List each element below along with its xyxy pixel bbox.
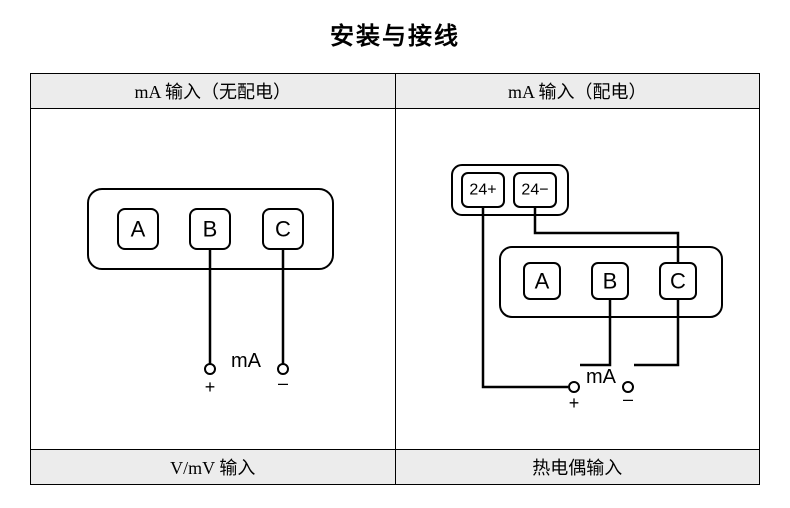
wiring-diagram-right: 24+ 24− A B CmA + –	[412, 129, 742, 429]
svg-text:+: +	[569, 393, 580, 413]
diagram-cell-right: 24+ 24− A B CmA + –	[395, 109, 760, 450]
svg-text:C: C	[275, 217, 291, 242]
diagram-right-wrap: 24+ 24− A B CmA + –	[396, 109, 760, 449]
footer-col1: V/mV 输入	[31, 450, 396, 485]
diagram-left-wrap: A B CmA + –	[31, 109, 395, 449]
wiring-table: mA 输入（无配电） mA 输入（配电） A B CmA + – 24+ 24− A B CmA…	[30, 73, 760, 485]
svg-text:24+: 24+	[470, 182, 497, 199]
footer-col2: 热电偶输入	[395, 450, 760, 485]
svg-text:C: C	[670, 269, 686, 294]
header-col1: mA 输入（无配电）	[31, 74, 396, 109]
svg-text:24−: 24−	[522, 182, 549, 199]
header-col2: mA 输入（配电）	[395, 74, 760, 109]
svg-text:B: B	[603, 269, 618, 294]
svg-text:–: –	[623, 389, 633, 409]
page: 安装与接线 mA 输入（无配电） mA 输入（配电） ABCmA+– 24+24…	[0, 0, 790, 508]
svg-text:–: –	[278, 373, 288, 393]
table-diagram-row: A B CmA + – 24+ 24− A B CmA + –	[31, 109, 760, 450]
svg-text:A: A	[535, 269, 550, 294]
svg-text:mA: mA	[231, 350, 262, 372]
svg-text:mA: mA	[586, 366, 617, 388]
diagram-cell-left: A B CmA + –	[31, 109, 396, 450]
table-footer-row: V/mV 输入 热电偶输入	[31, 450, 760, 485]
page-title: 安装与接线	[30, 16, 760, 51]
svg-text:A: A	[130, 217, 145, 242]
svg-text:+: +	[204, 377, 215, 397]
table-header-row: mA 输入（无配电） mA 输入（配电）	[31, 74, 760, 109]
wiring-diagram-left: A B CmA + –	[48, 129, 378, 429]
svg-text:B: B	[202, 217, 217, 242]
